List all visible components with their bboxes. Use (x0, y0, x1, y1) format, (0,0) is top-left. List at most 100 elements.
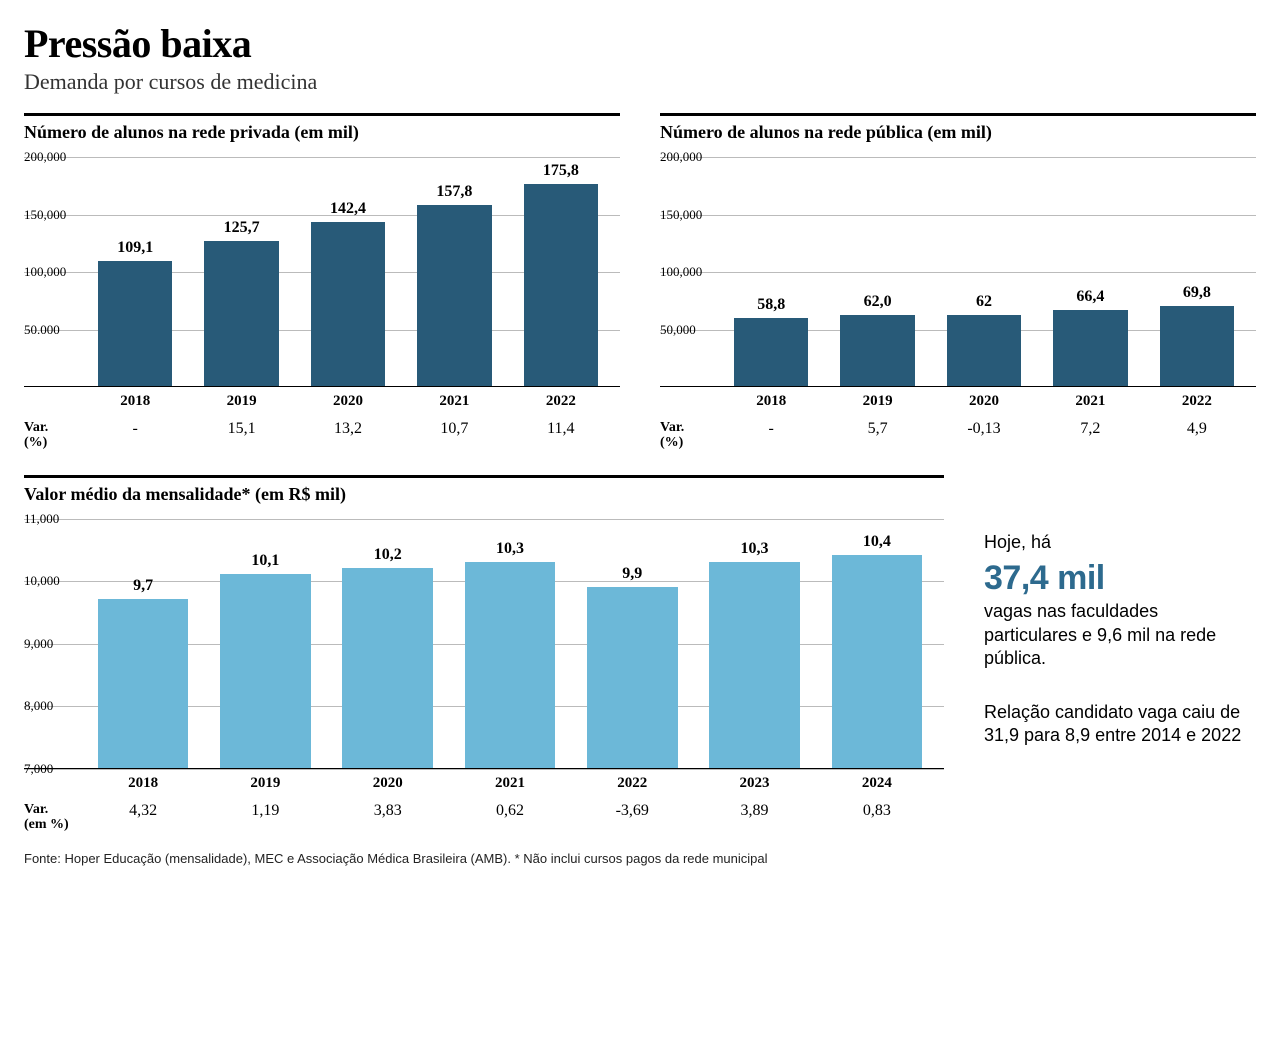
bar (734, 318, 808, 386)
side-lead: Hoje, há (984, 531, 1256, 554)
chart-tuition-title: Valor médio da mensalidade* (em R$ mil) (24, 475, 944, 505)
variation-value: 4,9 (1144, 420, 1250, 438)
bar-slot: 10,3 (693, 519, 815, 768)
variation-value: - (82, 420, 188, 438)
bar-slot: 69,8 (1144, 157, 1250, 386)
bar (311, 222, 385, 386)
y-axis-label: 200,000 (24, 149, 66, 165)
variation-value: 5,7 (824, 420, 930, 438)
x-axis-label: 2019 (188, 393, 294, 410)
variation-value: 11,4 (508, 420, 614, 438)
bar-value-label: 9,7 (82, 577, 204, 595)
bar (840, 315, 914, 386)
x-axis-label: 2021 (1037, 393, 1143, 410)
x-axis: 2018201920202021202220232024 (82, 775, 938, 792)
x-axis-label: 2020 (931, 393, 1037, 410)
chart-private: 50.000100,000150,000200,000109,1125,7142… (24, 157, 620, 451)
y-axis-label: 50.000 (24, 322, 60, 338)
variation-value: 3,89 (693, 802, 815, 820)
x-axis: 20182019202020212022 (82, 393, 614, 410)
bar-value-label: 10,2 (327, 546, 449, 564)
bar-slot: 66,4 (1037, 157, 1143, 386)
bar (465, 562, 555, 768)
variation-value: 0,83 (816, 802, 938, 820)
chart-private-title: Número de alunos na rede privada (em mil… (24, 113, 620, 143)
bar-value-label: 10,1 (204, 552, 326, 570)
x-axis-label: 2018 (82, 393, 188, 410)
bar-slot: 9,9 (571, 519, 693, 768)
page-title: Pressão baixa (24, 20, 1256, 67)
x-axis: 20182019202020212022 (718, 393, 1250, 410)
bar-slot: 109,1 (82, 157, 188, 386)
bar-value-label: 142,4 (295, 200, 401, 218)
y-axis-label: 11,000 (24, 511, 59, 527)
chart-tuition-panel: Valor médio da mensalidade* (em R$ mil) … (24, 475, 944, 833)
variation-value: 3,83 (327, 802, 449, 820)
bar-slot: 142,4 (295, 157, 401, 386)
side-paragraph-2: Relação candidato vaga caiu de 31,9 para… (984, 701, 1256, 748)
y-axis-label: 8,000 (24, 698, 53, 714)
x-axis-label: 2024 (816, 775, 938, 792)
chart-public-title: Número de alunos na rede pública (em mil… (660, 113, 1256, 143)
variation-value: 15,1 (188, 420, 294, 438)
bar-slot: 157,8 (401, 157, 507, 386)
x-axis-label: 2019 (204, 775, 326, 792)
bar-value-label: 66,4 (1037, 288, 1143, 306)
bar (832, 555, 922, 768)
variation-value: -3,69 (571, 802, 693, 820)
y-axis-label: 100,000 (660, 264, 702, 280)
footnote: Fonte: Hoper Educação (mensalidade), MEC… (24, 851, 1256, 866)
bar-value-label: 69,8 (1144, 284, 1250, 302)
variation-row: Var. (%)-5,7-0,137,24,9 (660, 420, 1256, 451)
bar (587, 587, 677, 768)
variation-label: Var. (em %) (24, 802, 82, 833)
side-big-number: 37,4 mil (984, 556, 1256, 600)
x-axis-label: 2021 (449, 775, 571, 792)
bar-value-label: 175,8 (508, 162, 614, 180)
top-charts-row: Número de alunos na rede privada (em mil… (24, 113, 1256, 451)
variation-value: 0,62 (449, 802, 571, 820)
variation-label: Var. (%) (24, 420, 82, 451)
bar-value-label: 58,8 (718, 296, 824, 314)
bar (1160, 306, 1234, 386)
y-axis-label: 150,000 (24, 207, 66, 223)
bar-slot: 9,7 (82, 519, 204, 768)
x-axis-label: 2019 (824, 393, 930, 410)
variation-value: 1,19 (204, 802, 326, 820)
bar (204, 241, 278, 386)
variation-label: Var. (%) (660, 420, 718, 451)
bars-container: 9,710,110,210,39,910,310,4 (82, 519, 938, 768)
variation-cells: -15,113,210,711,4 (82, 420, 614, 438)
variation-value: -0,13 (931, 420, 1037, 438)
bar-value-label: 109,1 (82, 239, 188, 257)
x-axis-label: 2023 (693, 775, 815, 792)
y-axis-label: 150,000 (660, 207, 702, 223)
chart-public-panel: Número de alunos na rede pública (em mil… (660, 113, 1256, 451)
y-axis-label: 50,000 (660, 322, 696, 338)
bar (342, 568, 432, 768)
bar-value-label: 9,9 (571, 565, 693, 583)
chart-public: 50,000100,000150,000200,00058,862,06266,… (660, 157, 1256, 451)
variation-value: 10,7 (401, 420, 507, 438)
bar-value-label: 10,3 (693, 540, 815, 558)
bar-value-label: 62,0 (824, 293, 930, 311)
bar (417, 205, 491, 386)
bar-value-label: 62 (931, 293, 1037, 311)
bar-value-label: 157,8 (401, 183, 507, 201)
variation-cells: 4,321,193,830,62-3,693,890,83 (82, 802, 938, 820)
bars-container: 58,862,06266,469,8 (718, 157, 1250, 386)
y-axis-label: 10,000 (24, 573, 60, 589)
bar-value-label: 125,7 (188, 219, 294, 237)
bar (709, 562, 799, 768)
bar-slot: 10,2 (327, 519, 449, 768)
bar (947, 315, 1021, 386)
variation-value: 4,32 (82, 802, 204, 820)
y-axis-label: 9,000 (24, 636, 53, 652)
variation-cells: -5,7-0,137,24,9 (718, 420, 1250, 438)
y-axis-label: 7,000 (24, 761, 53, 777)
x-axis-label: 2018 (718, 393, 824, 410)
variation-row: Var. (em %)4,321,193,830,62-3,693,890,83 (24, 802, 944, 833)
chart-area: 50.000100,000150,000200,000109,1125,7142… (24, 157, 620, 387)
variation-value: 7,2 (1037, 420, 1143, 438)
x-axis-label: 2020 (295, 393, 401, 410)
